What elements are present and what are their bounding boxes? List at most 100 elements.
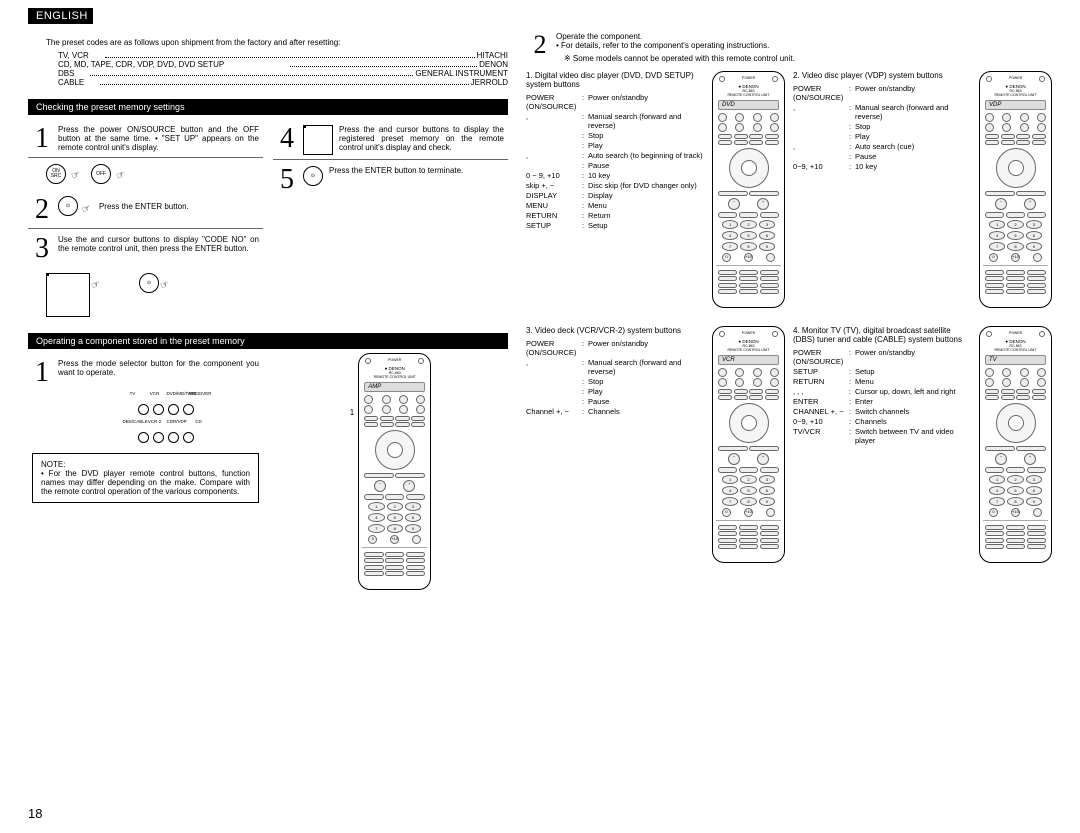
note-box: NOTE: • For the DVD player remote contro… [32, 453, 259, 503]
btn-key: SETUP [526, 221, 582, 230]
btn-val: Menu [855, 377, 971, 386]
btn-val: Disc skip (for DVD changer only) [588, 181, 704, 190]
btn-val: Manual search (forward and reverse) [588, 358, 704, 376]
button-table-row: 0 ~ 9, +10:10 key [526, 171, 704, 180]
button-table-row: :Play [526, 387, 704, 396]
btn-key [526, 141, 582, 150]
button-table-row: ENTER:Enter [793, 397, 971, 406]
group-2-text: 2. Video disc player (VDP) system button… [793, 71, 971, 308]
code-val: GENERAL INSTRUMENT [415, 69, 508, 78]
enter-icon: ⊙ [303, 166, 323, 186]
btn-key [526, 131, 582, 140]
button-table-row: CHANNEL +, −:Switch channels [793, 407, 971, 416]
language-header: ENGLISH [28, 8, 93, 24]
btn-val: Manual search (forward and reverse) [855, 103, 971, 121]
button-table-row: ,:Manual search (forward and reverse) [793, 103, 971, 121]
remote-display: TV [985, 355, 1046, 365]
group-title: 3. Video deck (VCR/VCR-2) system buttons [526, 326, 704, 335]
btn-key [793, 152, 849, 161]
button-table-row: TV/VCR:Switch between TV and video playe… [793, 427, 971, 445]
remote-control-diagram: POWER● DENONRC-863REMOTE CONTROL UNITTV−… [979, 326, 1052, 563]
btn-key: 0~9, +10 [793, 162, 849, 171]
btn-key: MENU [526, 201, 582, 210]
dpad-icon [303, 125, 333, 155]
group-1-text: 1. Digital video disc player (DVD, DVD S… [526, 71, 704, 308]
btn-key [793, 122, 849, 131]
remote-control-diagram: POWER● DENONRC-863REMOTE CONTROL UNITDVD… [712, 71, 785, 308]
btn-key: RETURN [526, 211, 582, 220]
step-text: Press the ENTER button. [99, 202, 189, 211]
step-text: Use the and cursor buttons to display "C… [56, 233, 263, 253]
hand-icon: ☞ [70, 169, 83, 185]
btn-key: 0 ~ 9, +10 [526, 171, 582, 180]
hand-icon: ☞ [115, 169, 128, 185]
code-val: DENON [479, 60, 508, 69]
button-table-row: DISPLAY:Display [526, 191, 704, 200]
enter-icon: ⊙ [139, 273, 159, 293]
btn-val: Enter [855, 397, 971, 406]
btn-key: ENTER [793, 397, 849, 406]
button-table-row: :Stop [526, 131, 704, 140]
off-icon: OFF [91, 164, 111, 184]
btn-val: Menu [588, 201, 704, 210]
group-row-1: 1. Digital video disc player (DVD, DVD S… [526, 71, 1052, 308]
step-number: 5 [273, 164, 301, 194]
intro-text: The preset codes are as follows upon shi… [46, 38, 508, 47]
group-3-text: 3. Video deck (VCR/VCR-2) system buttons… [526, 326, 704, 563]
btn-val: Stop [588, 377, 704, 386]
btn-key: POWER (ON/SOURCE) [793, 348, 849, 366]
op-step-1: 1 Press the mode selector button for the… [28, 353, 263, 391]
step-2: 2 ⊙☞ Press the ENTER button. [28, 190, 263, 229]
group-row-2: 3. Video deck (VCR/VCR-2) system buttons… [526, 326, 1052, 563]
btn-val: Pause [588, 161, 704, 170]
button-table-row: POWER (ON/SOURCE):Power on/standby [526, 339, 704, 357]
btn-key: , [793, 103, 849, 121]
btn-val: Power on/standby [588, 93, 704, 111]
btn-key: , [793, 142, 849, 151]
mode-circle [168, 404, 179, 415]
btn-val: Play [588, 141, 704, 150]
button-table-row: SETUP:Setup [526, 221, 704, 230]
step-text: Press the mode selector button for the c… [56, 357, 263, 377]
button-table-row: POWER (ON/SOURCE):Power on/standby [526, 93, 704, 111]
step3-icons: ☞ ⊙☞ [46, 273, 263, 317]
button-table-row: 0~9, +10:Channels [793, 417, 971, 426]
group-title: 4. Monitor TV (TV), digital broadcast sa… [793, 326, 971, 344]
remote-display: DVD [718, 100, 779, 110]
page-number: 18 [28, 806, 42, 821]
mode-circle [138, 432, 149, 443]
right-step-2: 2 Operate the component. • For details, … [526, 30, 1052, 63]
button-table-row: ,:Auto search (cue) [793, 142, 971, 151]
code-key: CD, MD, TAPE, CDR, VDP, DVD, DVD SETUP [58, 60, 288, 69]
button-table-row: ,:Manual search (forward and reverse) [526, 112, 704, 130]
btn-val: Channels [855, 417, 971, 426]
button-table-row: POWER (ON/SOURCE):Power on/standby [793, 348, 971, 366]
step-number: 2 [28, 194, 56, 224]
btn-val: Auto search (to beginning of track) [588, 151, 704, 160]
mode-circle [138, 404, 149, 415]
mode-selector-diagram: TVVCRDVD/MD/TAPERECEIVER DBS/CABLEVCR-2C… [68, 391, 263, 443]
btn-key: POWER (ON/SOURCE) [526, 339, 582, 357]
btn-key: 0~9, +10 [793, 417, 849, 426]
button-table-row: :Pause [526, 397, 704, 406]
btn-val: Switch channels [855, 407, 971, 416]
right-column: 2 Operate the component. • For details, … [526, 30, 1052, 590]
btn-val: Stop [588, 131, 704, 140]
on-source-icon: ONSRC [46, 164, 66, 184]
remote-display: VDP [985, 100, 1046, 110]
btn-key [526, 377, 582, 386]
button-table-row: RETURN:Menu [793, 377, 971, 386]
btn-val: Setup [588, 221, 704, 230]
button-table-row: ,:Manual search (forward and reverse) [526, 358, 704, 376]
group-4-text: 4. Monitor TV (TV), digital broadcast sa… [793, 326, 971, 563]
btn-val: Switch between TV and video player [855, 427, 971, 445]
button-table-row: MENU:Menu [526, 201, 704, 210]
section-header-operating: Operating a component stored in the pres… [28, 333, 508, 349]
hand-icon: ☞ [90, 279, 111, 318]
mode-circle [168, 432, 179, 443]
code-key: DBS [58, 69, 88, 78]
step-5: 5 ⊙ Press the ENTER button to terminate. [273, 160, 508, 198]
btn-val: Manual search (forward and reverse) [588, 112, 704, 130]
step-text: Press the power ON/SOURCE button and the… [56, 123, 263, 152]
btn-val: Power on/standby [588, 339, 704, 357]
